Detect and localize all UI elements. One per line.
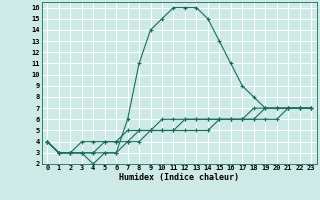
X-axis label: Humidex (Indice chaleur): Humidex (Indice chaleur) [119,173,239,182]
